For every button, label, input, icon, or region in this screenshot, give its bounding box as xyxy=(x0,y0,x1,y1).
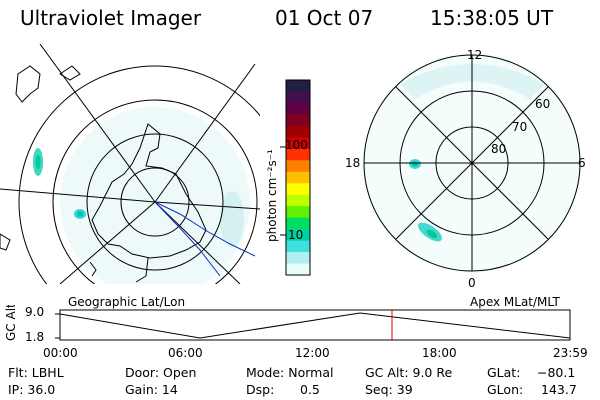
lat-circle xyxy=(86,133,224,271)
time-tick: 23:59 xyxy=(553,346,588,360)
mode-info: Mode: Normal xyxy=(246,365,334,380)
colorbar-tick-label: 100 xyxy=(285,138,308,152)
aurora-patch xyxy=(220,191,244,247)
colorbar-band xyxy=(286,160,310,173)
colorbar-band xyxy=(286,102,310,115)
colorbar-band xyxy=(286,80,310,92)
altitude-curve xyxy=(59,312,571,339)
lat-circle xyxy=(18,65,260,284)
glat-value: −80.1 xyxy=(537,365,576,380)
geographic-map xyxy=(0,44,260,284)
seq-info: Seq: 39 xyxy=(365,382,413,397)
colorbar-tick-label: 10 xyxy=(288,228,304,242)
south-america-coastline xyxy=(15,65,41,103)
glat-label: GLat: xyxy=(487,365,521,380)
mlt-label-bottom: 0 xyxy=(468,276,476,290)
aurora-spot-core xyxy=(412,161,418,167)
colorbar: photon cm⁻²s⁻¹ xyxy=(265,79,311,276)
altitude-ytick: 9.0 xyxy=(25,305,45,319)
altitude-plot-frame xyxy=(59,309,571,341)
aurora-spot-core xyxy=(77,211,83,217)
colorbar-band xyxy=(286,206,310,219)
colorbar-band xyxy=(286,125,310,138)
time-tick: 12:00 xyxy=(295,346,330,360)
antarctica-coastline xyxy=(91,123,207,259)
mlt-line-diagonal xyxy=(395,86,549,240)
altitude-ytick: 1.8 xyxy=(25,330,45,344)
colorbar-band xyxy=(286,91,310,104)
aurora-spot-core xyxy=(426,229,438,239)
apex-label: Apex MLat/MLT xyxy=(470,295,560,309)
coastline-fragment xyxy=(0,233,11,251)
time-title: 15:38:05 UT xyxy=(430,6,554,30)
date-title: 01 Oct 07 xyxy=(275,6,374,30)
lon-line xyxy=(154,63,256,203)
glon-label: GLon: xyxy=(487,382,524,397)
colorbar-band xyxy=(286,171,310,184)
lat-circle xyxy=(120,167,190,237)
apex-polar-plot xyxy=(362,53,582,273)
time-tick: 00:00 xyxy=(43,346,78,360)
mlt-label-right: 6 xyxy=(578,156,586,170)
lon-line xyxy=(154,201,260,210)
mlat-label: 70 xyxy=(512,120,528,134)
island-coastline xyxy=(59,65,81,81)
glon-value: 143.7 xyxy=(541,382,577,397)
dsp-value: 0.5 xyxy=(300,382,320,397)
mlt-label-top: 12 xyxy=(467,48,483,62)
aurora-spot-core xyxy=(35,155,41,169)
instrument-title: Ultraviolet Imager xyxy=(20,6,202,30)
mlt-label-left: 18 xyxy=(345,156,361,170)
mlat-label: 80 xyxy=(491,142,507,156)
altitude-ylabel: GC Alt xyxy=(4,305,18,341)
altitude-plot: GC Alt xyxy=(4,305,571,341)
time-tick: 06:00 xyxy=(168,346,203,360)
lon-line xyxy=(0,188,156,203)
filter-info: Flt: LBHL xyxy=(8,365,64,380)
colorbar-band xyxy=(286,240,310,253)
colorbar-unit-label: photon cm⁻²s⁻¹ xyxy=(265,149,279,242)
door-info: Door: Open xyxy=(125,365,197,380)
colorbar-band xyxy=(286,194,310,207)
colorbar-band xyxy=(286,263,310,276)
time-tick: 18:00 xyxy=(422,346,457,360)
ip-info: IP: 36.0 xyxy=(8,382,56,397)
gain-info: Gain: 14 xyxy=(125,382,178,397)
coastline-fragment xyxy=(89,261,97,277)
colorbar-frame xyxy=(285,79,311,276)
gc-alt-info: GC Alt: 9.0 Re xyxy=(365,365,453,380)
dsp-label: Dsp: xyxy=(246,382,275,397)
colorbar-band xyxy=(286,217,310,230)
satellite-track xyxy=(154,201,221,277)
lat-circle xyxy=(52,99,258,284)
mlat-label: 60 xyxy=(535,97,551,111)
aurora-glow xyxy=(60,107,250,284)
colorbar-band xyxy=(286,183,310,196)
colorbar-band xyxy=(286,148,310,161)
colorbar-band xyxy=(286,114,310,127)
colorbar-band xyxy=(286,229,310,242)
colorbar-gradient xyxy=(286,80,310,276)
lon-line xyxy=(39,44,156,203)
satellite-track xyxy=(154,201,256,257)
geographic-label: Geographic Lat/Lon xyxy=(68,295,186,309)
coastline-fragment xyxy=(135,257,149,283)
colorbar-band xyxy=(286,252,310,265)
colorbar-band xyxy=(286,137,310,150)
